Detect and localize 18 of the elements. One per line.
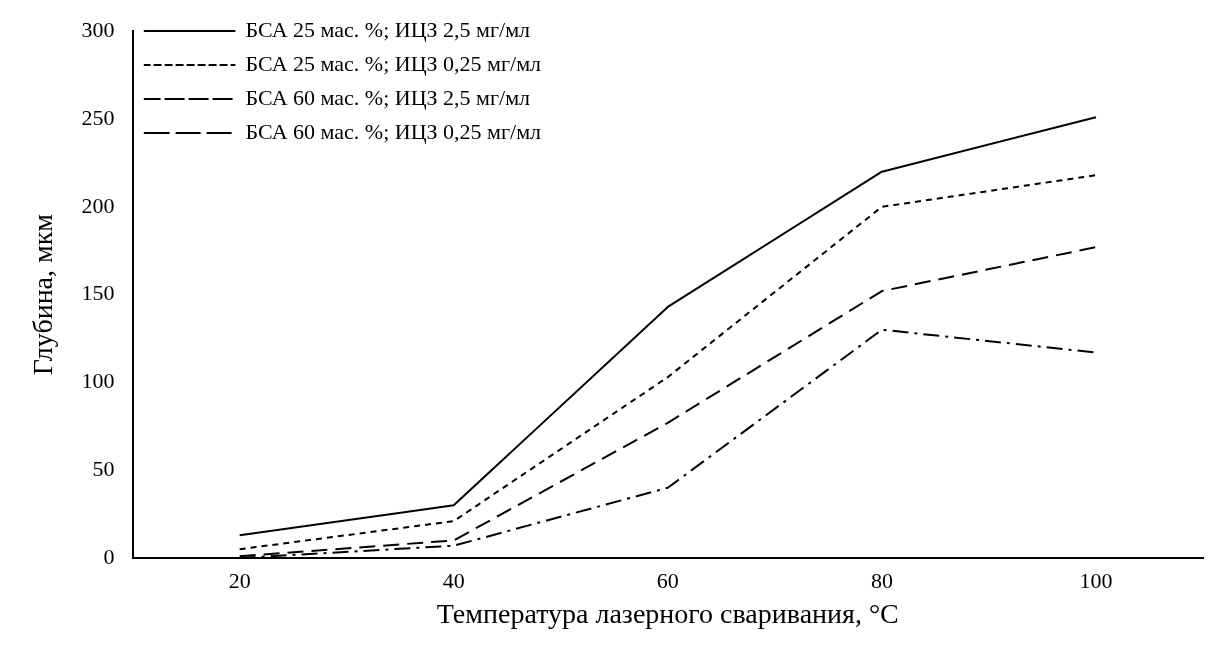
- y-tick-label: 150: [81, 280, 115, 306]
- y-tick-label: 250: [81, 104, 115, 130]
- x-tick-label: 40: [442, 567, 465, 593]
- y-tick-label: 300: [81, 16, 115, 42]
- x-tick-label: 60: [656, 567, 679, 593]
- y-tick-label: 50: [92, 455, 115, 481]
- y-axis-title: Глубина, мкм: [27, 213, 59, 376]
- y-tick-label: 200: [81, 192, 115, 218]
- x-axis-title: Температура лазерного сваривания, °C: [436, 597, 899, 629]
- legend-label: БСА 25 мас. %; ИЦЗ 0,25 мг/мл: [245, 50, 542, 76]
- x-tick-label: 20: [228, 567, 251, 593]
- legend-label: БСА 25 мас. %; ИЦЗ 2,5 мг/мл: [245, 16, 531, 42]
- x-tick-label: 100: [1079, 567, 1113, 593]
- x-tick-label: 80: [870, 567, 893, 593]
- legend-label: БСА 60 мас. %; ИЦЗ 0,25 мг/мл: [245, 118, 542, 144]
- y-tick-label: 0: [103, 543, 115, 569]
- y-tick-label: 100: [81, 368, 115, 394]
- legend-label: БСА 60 мас. %; ИЦЗ 2,5 мг/мл: [245, 84, 531, 110]
